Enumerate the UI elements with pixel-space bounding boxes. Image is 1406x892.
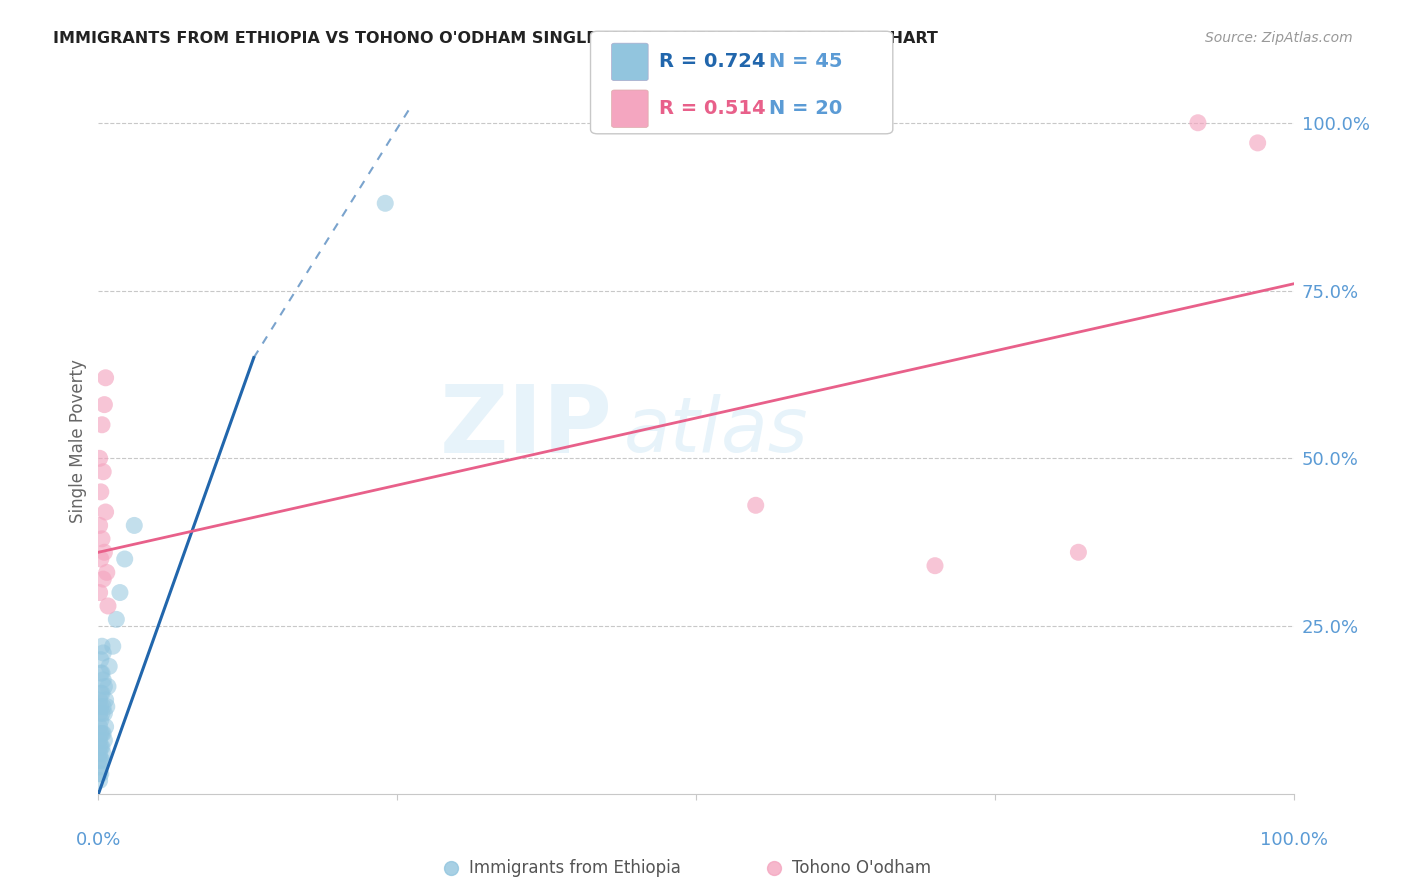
- Point: [90, 552, 112, 566]
- Point: [1187, 116, 1209, 130]
- Point: [91, 532, 114, 546]
- Point: [93, 545, 115, 559]
- Text: Source: ZipAtlas.com: Source: ZipAtlas.com: [1205, 31, 1353, 45]
- Point: [90, 666, 112, 681]
- Point: [91, 639, 114, 653]
- Point: [89, 753, 111, 767]
- Point: [745, 498, 768, 512]
- Point: [91, 572, 114, 586]
- Point: [91, 726, 114, 740]
- Point: [374, 196, 396, 211]
- Point: [93, 680, 115, 694]
- Point: [91, 739, 114, 754]
- Point: [94, 371, 117, 385]
- Point: [97, 599, 120, 613]
- Point: [1247, 136, 1270, 150]
- Point: [91, 465, 114, 479]
- Point: [89, 739, 111, 754]
- Point: [89, 706, 111, 721]
- Text: R = 0.724: R = 0.724: [659, 53, 766, 71]
- Point: [91, 753, 114, 767]
- Text: 0.0%: 0.0%: [76, 830, 121, 849]
- Point: [89, 451, 111, 466]
- Point: [440, 861, 463, 875]
- Point: [89, 720, 111, 734]
- Point: [94, 505, 117, 519]
- Point: [90, 739, 112, 754]
- Point: [108, 585, 131, 599]
- Y-axis label: Single Male Poverty: Single Male Poverty: [69, 359, 87, 524]
- Point: [89, 773, 111, 788]
- Point: [89, 766, 111, 780]
- Point: [89, 733, 111, 747]
- Point: [91, 673, 114, 687]
- Point: [114, 552, 136, 566]
- Text: 100.0%: 100.0%: [1260, 830, 1327, 849]
- Point: [93, 706, 115, 721]
- Point: [105, 612, 128, 626]
- Point: [93, 733, 115, 747]
- Point: [91, 686, 114, 700]
- Text: IMMIGRANTS FROM ETHIOPIA VS TOHONO O'ODHAM SINGLE MALE POVERTY CORRELATION CHART: IMMIGRANTS FROM ETHIOPIA VS TOHONO O'ODH…: [53, 31, 938, 46]
- Point: [90, 653, 112, 667]
- Point: [89, 760, 111, 774]
- Text: N = 45: N = 45: [769, 53, 842, 71]
- Point: [89, 747, 111, 761]
- Point: [98, 659, 121, 673]
- Text: R = 0.514: R = 0.514: [659, 99, 766, 119]
- Point: [90, 699, 112, 714]
- Point: [97, 680, 120, 694]
- Point: [91, 747, 114, 761]
- Point: [89, 693, 111, 707]
- Point: [90, 484, 112, 499]
- Point: [1067, 545, 1090, 559]
- Point: [762, 861, 785, 875]
- Point: [91, 726, 114, 740]
- Point: [101, 639, 124, 653]
- Text: ZIP: ZIP: [440, 382, 613, 474]
- Text: Immigrants from Ethiopia: Immigrants from Ethiopia: [470, 859, 681, 877]
- Point: [96, 566, 118, 580]
- Point: [94, 720, 117, 734]
- Text: Tohono O'odham: Tohono O'odham: [792, 859, 931, 877]
- Point: [91, 706, 114, 721]
- Text: atlas: atlas: [624, 394, 808, 468]
- Point: [91, 666, 114, 681]
- Point: [124, 518, 146, 533]
- Point: [96, 699, 118, 714]
- Point: [90, 726, 112, 740]
- Point: [91, 646, 114, 660]
- Point: [90, 766, 112, 780]
- Point: [89, 518, 111, 533]
- Point: [90, 753, 112, 767]
- Point: [924, 558, 946, 573]
- Point: [91, 417, 114, 432]
- Point: [90, 686, 112, 700]
- Point: [89, 585, 111, 599]
- Point: [91, 699, 114, 714]
- Point: [93, 398, 115, 412]
- Point: [90, 713, 112, 727]
- Point: [94, 693, 117, 707]
- Text: N = 20: N = 20: [769, 99, 842, 119]
